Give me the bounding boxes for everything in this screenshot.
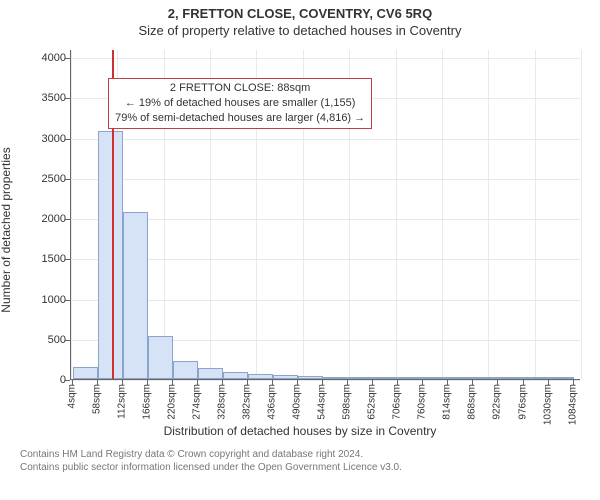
y-tick-label: 0: [60, 374, 66, 386]
y-tick-label: 500: [48, 334, 66, 346]
y-tick-label: 2000: [42, 213, 66, 225]
y-tick-label: 1000: [42, 294, 66, 306]
histogram-bar: [223, 372, 248, 379]
y-tick-label: 3500: [42, 92, 66, 104]
x-tick-label: 976sqm: [517, 384, 528, 420]
y-axis-label: Number of detached properties: [0, 147, 13, 312]
histogram-bar: [198, 368, 223, 379]
x-tick-label: 274sqm: [192, 384, 203, 420]
gridline-vertical: [442, 50, 443, 379]
x-tick-label: 382sqm: [242, 384, 253, 420]
x-tick-label: 166sqm: [141, 384, 152, 420]
x-axis-title: Distribution of detached houses by size …: [0, 424, 600, 438]
x-tick-label: 868sqm: [467, 384, 478, 420]
histogram-bar: [323, 377, 348, 379]
gridline-vertical: [71, 50, 72, 379]
histogram-bar: [123, 212, 148, 379]
footer-line-1: Contains HM Land Registry data © Crown c…: [20, 448, 580, 461]
histogram-bar: [348, 377, 373, 379]
histogram-bar: [98, 131, 123, 379]
y-tick-label: 4000: [42, 52, 66, 64]
x-tick-label: 706sqm: [392, 384, 403, 420]
x-tick-label: 760sqm: [417, 384, 428, 420]
x-tick-label: 490sqm: [292, 384, 303, 420]
gridline-horizontal: [71, 139, 580, 140]
histogram-bar: [373, 377, 398, 379]
histogram-bar: [148, 336, 173, 379]
histogram-bar: [298, 376, 323, 379]
x-tick-label: 112sqm: [116, 384, 127, 419]
title-sub: Size of property relative to detached ho…: [0, 23, 600, 38]
gridline-vertical: [581, 50, 582, 379]
x-tick-label: 220sqm: [167, 384, 178, 420]
histogram-bar: [473, 377, 498, 379]
footer: Contains HM Land Registry data © Crown c…: [20, 448, 580, 474]
x-tick-label: 58sqm: [91, 384, 102, 414]
annotation-line: 2 FRETTON CLOSE: 88sqm: [115, 81, 365, 96]
title-main: 2, FRETTON CLOSE, COVENTRY, CV6 5RQ: [0, 6, 600, 21]
x-tick-label: 922sqm: [492, 384, 503, 420]
x-tick-label: 544sqm: [317, 384, 328, 420]
histogram-bar: [173, 361, 198, 380]
y-tick-label: 2500: [42, 173, 66, 185]
x-tick-label: 814sqm: [442, 384, 453, 420]
histogram-bar: [448, 377, 473, 379]
y-tick-label: 1500: [42, 253, 66, 265]
histogram-bar: [398, 377, 423, 379]
histogram-bar: [498, 377, 523, 379]
gridline-vertical: [396, 50, 397, 379]
gridline-vertical: [535, 50, 536, 379]
footer-line-2: Contains public sector information licen…: [20, 461, 580, 474]
histogram-chart: Number of detached properties 2 FRETTON …: [0, 40, 600, 420]
histogram-bar: [549, 377, 574, 379]
gridline-horizontal: [71, 179, 580, 180]
histogram-bar: [524, 377, 549, 379]
histogram-bar: [248, 374, 273, 379]
x-tick-label: 436sqm: [267, 384, 278, 420]
x-tick-label: 328sqm: [217, 384, 228, 420]
gridline-vertical: [488, 50, 489, 379]
annotation-line: ← 19% of detached houses are smaller (1,…: [115, 96, 365, 111]
y-tick-label: 3000: [42, 133, 66, 145]
annotation-box: 2 FRETTON CLOSE: 88sqm← 19% of detached …: [108, 78, 372, 129]
x-tick-label: 1084sqm: [567, 384, 578, 425]
gridline-horizontal: [71, 58, 580, 59]
x-tick-label: 4sqm: [66, 384, 77, 408]
histogram-bar: [73, 367, 98, 379]
x-tick-label: 1030sqm: [542, 384, 553, 425]
x-tick-label: 598sqm: [342, 384, 353, 420]
x-tick-label: 652sqm: [367, 384, 378, 420]
histogram-bar: [273, 375, 298, 379]
histogram-bar: [423, 377, 448, 379]
annotation-line: 79% of semi-detached houses are larger (…: [115, 111, 365, 126]
plot-area: 2 FRETTON CLOSE: 88sqm← 19% of detached …: [70, 50, 580, 380]
